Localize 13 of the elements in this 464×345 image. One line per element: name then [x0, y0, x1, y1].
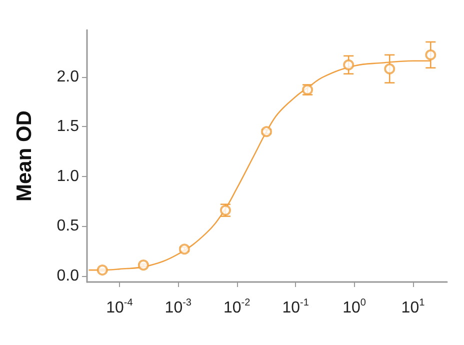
point: [425, 49, 436, 60]
point: [138, 260, 149, 271]
y-tick-label: 0.5: [56, 218, 80, 235]
point: [384, 63, 396, 74]
point: [343, 59, 354, 70]
y-tick-label: 0.0: [56, 268, 80, 285]
point: [261, 126, 272, 138]
y-axis-title: Mean OD: [13, 110, 36, 202]
y-tick-label: 1.0: [56, 168, 80, 185]
y-tick-label: 2.0: [56, 68, 80, 86]
y-tick-label: 1.5: [56, 118, 80, 136]
point: [96, 264, 108, 276]
point: [178, 244, 190, 255]
